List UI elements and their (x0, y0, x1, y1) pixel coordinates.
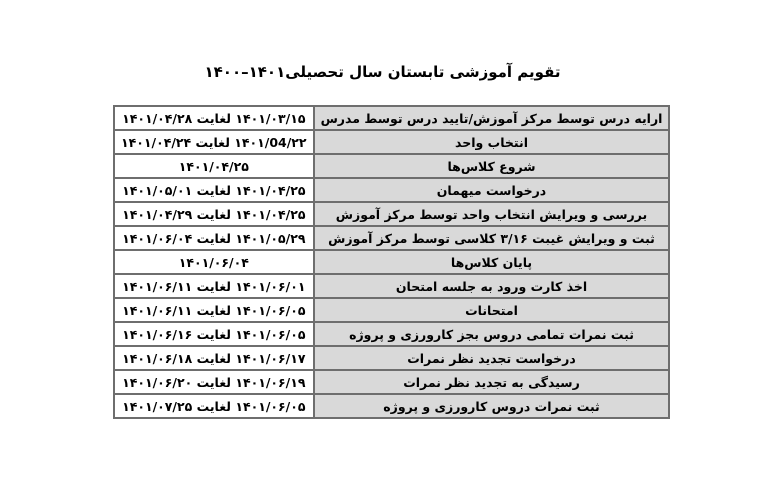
event-cell: امتحانات (312, 297, 671, 323)
date-cell: ۱۴۰۱/۰۴/۲۵ (113, 153, 315, 179)
event-cell: انتخاب واحد (312, 129, 671, 155)
date-cell: ۱۴۰۱/۰۵/۲۹ لغایت ۱۴۰۱/۰۶/۰۴ (113, 225, 315, 251)
event-cell: درخواست میهمان (312, 177, 671, 203)
calendar-table: ارایه درس توسط مرکز آموزش/تایید درس توسط… (113, 105, 671, 419)
event-cell: رسیدگی به تجدید نظر نمرات (312, 369, 671, 395)
event-cell: اخذ کارت ورود به جلسه امتحان (312, 273, 671, 299)
date-cell: ۱۴۰۱/۰۶/۱۹ لغایت ۱۴۰۱/۰۶/۲۰ (113, 369, 315, 395)
table-row: بررسی و ویرایش انتخاب واحد توسط مرکز آمو… (113, 201, 671, 227)
date-cell: ۱۴۰۱/۰۶/۰۵ لغایت ۱۴۰۱/۰۷/۲۵ (113, 393, 315, 419)
date-cell: ۱۴۰۱/۰۶/۰۵ لغایت ۱۴۰۱/۰۶/۱۱ (113, 297, 315, 323)
table-row: رسیدگی به تجدید نظر نمرات ۱۴۰۱/۰۶/۱۹ لغای… (113, 369, 671, 395)
date-cell: ۱۴۰۱/۰۴/۲۵ لغایت ۱۴۰۱/۰۴/۲۹ (113, 201, 315, 227)
table-row: ارایه درس توسط مرکز آموزش/تایید درس توسط… (113, 105, 671, 131)
event-cell: بررسی و ویرایش انتخاب واحد توسط مرکز آمو… (312, 201, 671, 227)
date-cell: ۱۴۰۱/04/۲۲ لغایت ۱۴۰۱/۰۴/۲۴ (113, 129, 315, 155)
date-cell: ۱۴۰۱/۰۶/۰۴ (113, 249, 315, 275)
table-row: درخواست تجدید نظر نمرات ۱۴۰۱/۰۶/۱۷ لغایت … (113, 345, 671, 371)
event-cell: ارایه درس توسط مرکز آموزش/تایید درس توسط… (312, 105, 671, 131)
table-row: انتخاب واحد ۱۴۰۱/04/۲۲ لغایت ۱۴۰۱/۰۴/۲۴ (113, 129, 671, 155)
table-row: ثبت نمرات دروس کارورزی و پروژه ۱۴۰۱/۰۶/۰۵… (113, 393, 671, 419)
event-cell: شروع کلاس‌ها (312, 153, 671, 179)
table-row: ثبت و ویرایش غیبت ۳/۱۶ کلاسی توسط مرکز آ… (113, 225, 671, 251)
table-row: درخواست میهمان ۱۴۰۱/۰۴/۲۵ لغایت ۱۴۰۱/۰۵/۰… (113, 177, 671, 203)
event-cell: ثبت نمرات دروس کارورزی و پروژه (312, 393, 671, 419)
event-cell: پایان کلاس‌ها (312, 249, 671, 275)
table-row: امتحانات ۱۴۰۱/۰۶/۰۵ لغایت ۱۴۰۱/۰۶/۱۱ (113, 297, 671, 323)
date-cell: ۱۴۰۱/۰۶/۰۵ لغایت ۱۴۰۱/۰۶/۱۶ (113, 321, 315, 347)
event-cell: ثبت نمرات تمامی دروس بجز کارورزی و پروژه (312, 321, 671, 347)
table-row: پایان کلاس‌ها ۱۴۰۱/۰۶/۰۴ (113, 249, 671, 275)
date-cell: ۱۴۰۱/۰۳/۱۵ لغایت ۱۴۰۱/۰۴/۲۸ (113, 105, 315, 131)
date-cell: ۱۴۰۱/۰۶/۰۱ لغایت ۱۴۰۱/۰۶/۱۱ (113, 273, 315, 299)
date-cell: ۱۴۰۱/۰۴/۲۵ لغایت ۱۴۰۱/۰۵/۰۱ (113, 177, 315, 203)
table-row: اخذ کارت ورود به جلسه امتحان ۱۴۰۱/۰۶/۰۱ ل… (113, 273, 671, 299)
event-cell: ثبت و ویرایش غیبت ۳/۱۶ کلاسی توسط مرکز آ… (312, 225, 671, 251)
table-row: شروع کلاس‌ها ۱۴۰۱/۰۴/۲۵ (113, 153, 671, 179)
table-row: ثبت نمرات تمامی دروس بجز کارورزی و پروژه… (113, 321, 671, 347)
page-title: تقویم آموزشی تابستان سال تحصیلی۱۴۰۱–۱۴۰۰ (204, 63, 561, 81)
event-cell: درخواست تجدید نظر نمرات (312, 345, 671, 371)
date-cell: ۱۴۰۱/۰۶/۱۷ لغایت ۱۴۰۱/۰۶/۱۸ (113, 345, 315, 371)
